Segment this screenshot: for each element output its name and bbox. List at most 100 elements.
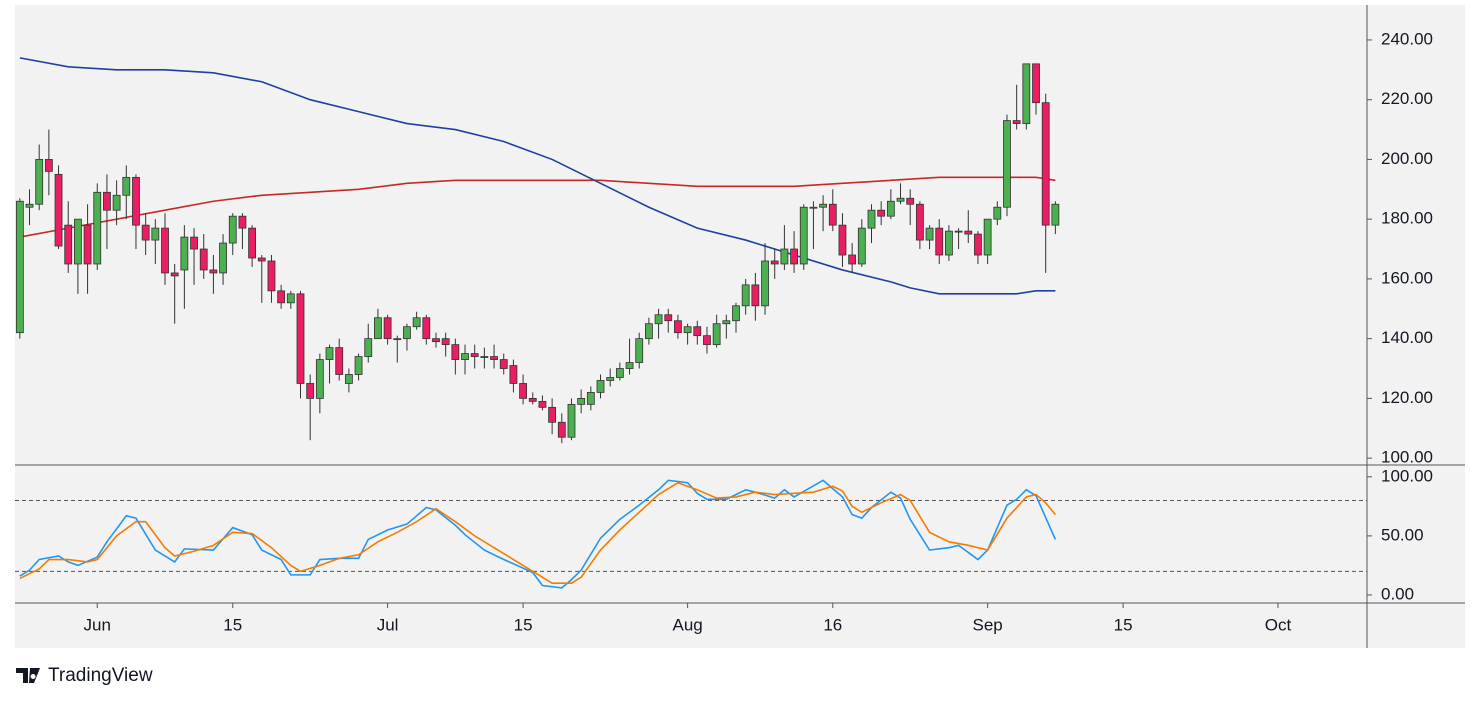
stoch-tick-label: 100.00 <box>1381 466 1433 485</box>
candle-body <box>722 320 731 325</box>
candle-body <box>403 326 411 340</box>
candle-body <box>1051 203 1060 226</box>
candle-body <box>461 353 469 360</box>
candle-body <box>490 356 498 360</box>
candle-body <box>141 224 150 241</box>
candle-body <box>741 284 750 307</box>
candle-body <box>770 260 779 265</box>
y-tick-label: 120.00 <box>1381 388 1433 407</box>
candle-body <box>83 224 92 265</box>
chart-background <box>15 5 1465 648</box>
candle-body <box>112 194 121 211</box>
candle-body <box>974 233 982 256</box>
candle-body <box>248 227 257 259</box>
candle-body <box>344 374 353 384</box>
candle-body <box>122 176 131 196</box>
candle-body <box>1012 120 1021 124</box>
moving-average <box>19 57 1056 295</box>
candle-body <box>103 191 111 211</box>
candle-body <box>838 224 847 256</box>
candle-body <box>780 248 789 265</box>
x-tick-label: Aug <box>672 615 702 634</box>
candle-body <box>906 197 915 205</box>
candle-body <box>703 335 711 346</box>
candle-body <box>35 159 44 205</box>
candle-body <box>383 317 392 340</box>
candle-body <box>422 317 431 340</box>
candle-body <box>93 191 102 265</box>
y-tick-label: 180.00 <box>1381 209 1433 228</box>
y-tick-label: 220.00 <box>1381 89 1433 108</box>
candle-body <box>15 200 24 334</box>
candle-body <box>819 203 828 208</box>
candle-body <box>877 209 886 217</box>
candle-body <box>432 338 440 343</box>
y-tick-label: 200.00 <box>1381 149 1433 168</box>
candle-body <box>596 380 605 393</box>
candle-body <box>925 227 934 241</box>
x-tick-label: Jul <box>377 615 399 634</box>
candle-body <box>945 230 953 256</box>
candle-body <box>25 203 34 208</box>
candle-body <box>1003 120 1011 208</box>
stoch-tick-label: 50.00 <box>1381 525 1424 544</box>
candle-body <box>693 326 702 337</box>
candle-body <box>606 377 615 381</box>
candle-body <box>1041 102 1050 226</box>
candle-body <box>983 218 992 256</box>
candle-body <box>190 236 198 250</box>
candle-body <box>751 284 760 307</box>
candle-body <box>228 215 237 244</box>
candle-body <box>654 314 663 325</box>
y-tick-label: 140.00 <box>1381 328 1433 347</box>
x-tick-label: Oct <box>1265 615 1292 634</box>
stoch-tick-label: 0.00 <box>1381 584 1414 603</box>
candle-body <box>412 317 421 328</box>
candle-body <box>761 260 769 307</box>
candle-body <box>538 400 547 408</box>
candle-body <box>209 269 218 274</box>
candle-body <box>335 347 344 375</box>
candle-body <box>480 356 489 358</box>
candle-body <box>354 356 363 375</box>
candle-body <box>528 397 537 402</box>
candle-body <box>296 293 305 384</box>
candle-body <box>790 248 798 265</box>
brand-name: TradingView <box>48 665 153 686</box>
candle-body <box>519 383 527 399</box>
candle-body <box>306 383 315 399</box>
candle-body <box>867 209 876 229</box>
moving-average <box>19 176 1056 238</box>
stoch-line <box>19 481 1056 584</box>
x-tick-label: 15 <box>1114 615 1133 634</box>
candle-body <box>557 421 566 438</box>
candle-body <box>161 227 169 274</box>
x-tick-label: 16 <box>823 615 842 634</box>
candle-body <box>277 290 286 304</box>
candle-body <box>132 176 140 226</box>
candle-body <box>664 314 673 322</box>
x-tick-label: 15 <box>223 615 242 634</box>
candle-body <box>712 323 721 346</box>
candle-body <box>799 206 808 265</box>
y-tick-label: 240.00 <box>1381 29 1433 48</box>
candle-body <box>54 173 63 247</box>
candle-body <box>896 197 905 202</box>
candle-body <box>548 406 557 423</box>
y-tick-label: 100.00 <box>1381 448 1433 467</box>
candle-body <box>180 236 189 271</box>
candle-body <box>451 344 460 360</box>
candle-body <box>364 338 373 357</box>
candle-body <box>615 368 624 378</box>
x-tick-label: Sep <box>973 615 1003 634</box>
brand-logo: TradingView <box>16 665 153 686</box>
candle-body <box>170 272 179 277</box>
candle-body <box>993 206 1002 220</box>
x-tick-label: 15 <box>514 615 533 634</box>
candle-body <box>374 317 382 340</box>
candle-body <box>441 338 450 346</box>
candle-body <box>1032 63 1040 104</box>
candle-body <box>151 227 160 241</box>
candle-body <box>470 353 479 357</box>
